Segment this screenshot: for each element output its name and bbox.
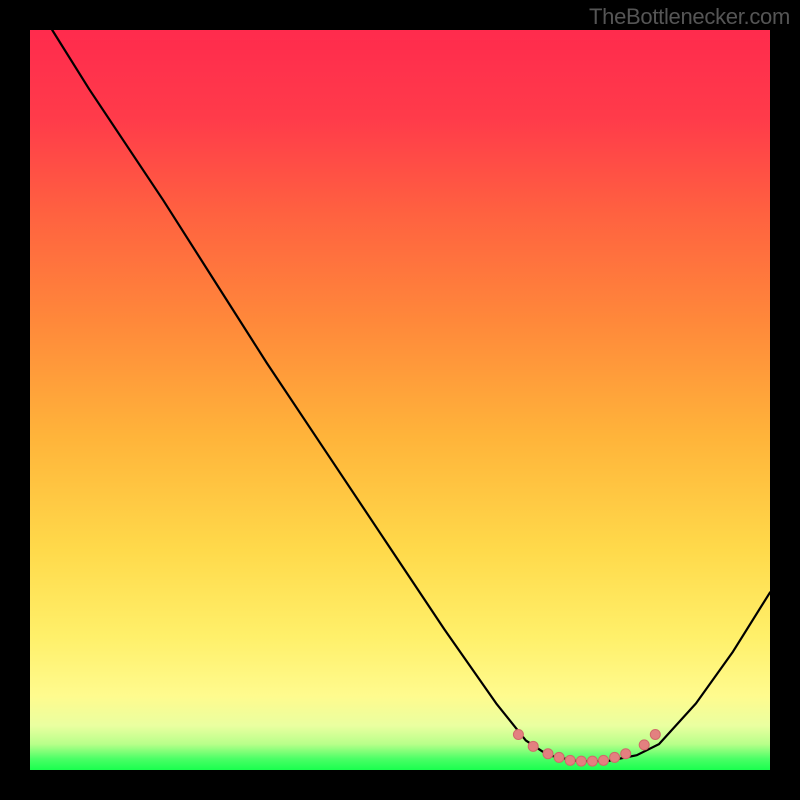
plot-background <box>30 30 770 770</box>
marker-point <box>621 749 631 759</box>
marker-point <box>639 740 649 750</box>
marker-point <box>528 741 538 751</box>
marker-point <box>610 752 620 762</box>
marker-point <box>565 755 575 765</box>
chart-root: { "attribution": { "text": "TheBottlenec… <box>0 0 800 800</box>
marker-point <box>513 729 523 739</box>
chart-canvas <box>0 0 800 800</box>
marker-point <box>650 729 660 739</box>
attribution-text: TheBottlenecker.com <box>589 4 790 30</box>
marker-point <box>587 756 597 766</box>
marker-point <box>576 756 586 766</box>
marker-point <box>554 752 564 762</box>
marker-point <box>599 755 609 765</box>
marker-point <box>543 749 553 759</box>
